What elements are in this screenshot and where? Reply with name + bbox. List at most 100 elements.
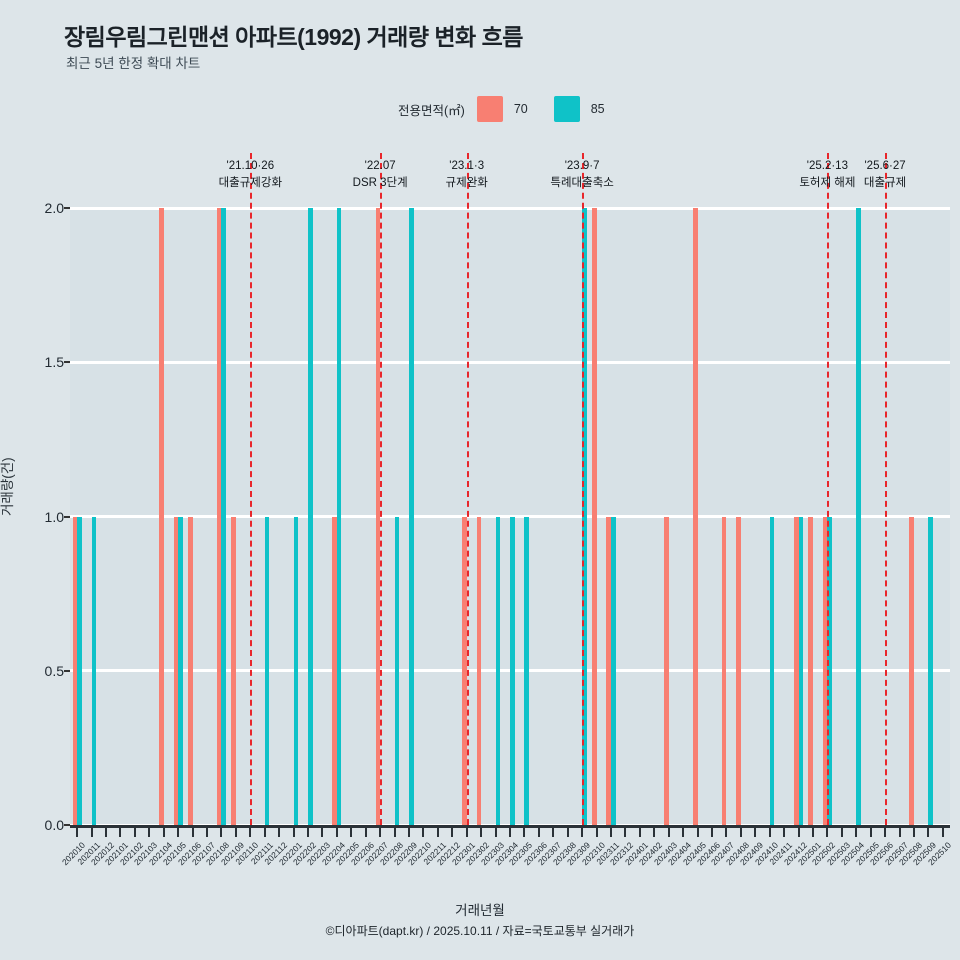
x-axis-tick-mark — [509, 828, 511, 837]
credit-footer: ©디아파트(dapt.kr) / 2025.10.11 / 자료=국토교통부 실… — [325, 924, 635, 938]
x-axis-tick-mark — [465, 828, 468, 837]
page-title: 장림우림그린맨션 아파트(1992) 거래량 변화 흐름 — [64, 24, 523, 50]
bar[interactable] — [928, 516, 933, 825]
y-axis-tick-mark — [64, 824, 70, 826]
bar[interactable] — [721, 516, 727, 825]
x-axis-tick-mark — [898, 828, 901, 837]
x-axis-tick-mark — [797, 828, 800, 837]
bar[interactable] — [582, 208, 587, 825]
bar[interactable] — [909, 516, 914, 825]
page-subtitle: 최근 5년 한정 확대 차트 — [66, 56, 201, 71]
gridline — [70, 206, 950, 210]
x-axis-tick-mark — [840, 828, 843, 837]
bar[interactable] — [822, 516, 828, 825]
bar[interactable] — [495, 516, 501, 825]
x-axis-tick-mark — [76, 828, 79, 837]
legend-swatch-70 — [476, 96, 503, 122]
x-axis-tick-mark — [278, 828, 281, 837]
bar[interactable] — [591, 208, 597, 825]
bar[interactable] — [91, 516, 97, 825]
bar[interactable] — [293, 516, 299, 825]
gridline — [70, 360, 950, 364]
x-axis-tick-mark — [552, 828, 555, 837]
y-axis-tick-label: 0.5 — [44, 662, 64, 679]
y-axis-tick-mark — [64, 515, 70, 518]
bar[interactable] — [736, 516, 741, 825]
bar[interactable] — [308, 208, 313, 825]
bar[interactable] — [221, 208, 227, 825]
y-axis-tick-mark — [64, 207, 70, 209]
bar[interactable] — [409, 208, 414, 825]
bar[interactable] — [178, 516, 183, 825]
legend-item-70[interactable]: 70 — [476, 96, 554, 122]
x-axis-tick-mark — [162, 828, 165, 837]
x-axis-tick-mark — [364, 828, 367, 837]
event-annotation: '25.6·27 대출규제 — [864, 158, 906, 191]
legend-item-85[interactable]: 85 — [553, 96, 631, 122]
event-date: '25.2·13 — [806, 160, 848, 172]
bar[interactable] — [610, 516, 616, 825]
x-axis-tick-mark — [638, 828, 641, 837]
bar[interactable] — [375, 208, 381, 825]
bar[interactable] — [231, 516, 236, 825]
bar[interactable] — [827, 516, 832, 825]
event-date: '25.6·27 — [864, 160, 906, 172]
event-marker-line — [466, 153, 469, 825]
bar[interactable] — [77, 516, 82, 825]
x-axis-tick-mark — [234, 828, 237, 837]
event-date: '22.07 — [364, 160, 396, 172]
bar[interactable] — [394, 516, 400, 825]
bar[interactable] — [188, 516, 193, 825]
x-axis-tick-mark — [436, 828, 439, 837]
bar[interactable] — [606, 516, 611, 825]
y-axis: 0.0 0.5 1.0 1.5 2.0 — [8, 200, 70, 833]
event-date: '23.1·3 — [449, 160, 485, 172]
bar[interactable] — [336, 208, 342, 825]
bar[interactable] — [462, 516, 467, 825]
bar[interactable] — [510, 516, 515, 825]
event-annotation: '22.07 DSR 3단계 — [353, 158, 408, 191]
x-axis-tick-mark — [523, 828, 526, 837]
bar[interactable] — [216, 208, 222, 825]
bar[interactable] — [332, 516, 337, 825]
bar[interactable] — [856, 208, 861, 825]
x-axis-tick-mark — [119, 828, 122, 837]
x-axis-tick-mark — [206, 828, 209, 837]
x-axis-tick-mark — [624, 828, 627, 837]
event-marker-line — [380, 153, 383, 825]
bar[interactable] — [72, 516, 78, 825]
x-axis-line — [70, 825, 950, 828]
y-axis-tick-mark — [64, 669, 70, 672]
x-axis-tick-mark — [869, 828, 872, 837]
legend: 전용면적(㎡) 70 85 — [398, 96, 631, 122]
legend-label-70: 70 — [513, 102, 528, 116]
event-text: 토허제 해제 — [799, 176, 856, 189]
bar[interactable] — [476, 516, 482, 825]
bar[interactable] — [798, 516, 804, 825]
x-axis-tick-mark — [177, 828, 180, 837]
x-axis-tick-mark — [884, 828, 887, 837]
y-axis-tick-label: 2.0 — [44, 200, 64, 216]
x-axis-tick-mark — [379, 828, 382, 837]
bar[interactable] — [159, 208, 164, 825]
event-text: 특례대출축소 — [550, 176, 614, 189]
x-axis-tick-mark — [855, 828, 858, 837]
event-text: DSR 3단계 — [352, 176, 408, 189]
y-axis-tick-mark — [64, 361, 70, 364]
bar[interactable] — [524, 516, 530, 825]
x-axis-tick-mark — [191, 828, 194, 837]
x-axis-tick-mark — [609, 828, 612, 837]
bar[interactable] — [769, 516, 775, 825]
bar[interactable] — [808, 516, 813, 825]
x-axis-tick-mark — [321, 828, 324, 837]
bar[interactable] — [173, 516, 179, 825]
y-axis-title: 거래량(건) — [0, 457, 15, 516]
bar[interactable] — [793, 516, 799, 825]
x-axis-tick-mark — [696, 828, 699, 837]
x-axis-tick-mark — [754, 828, 757, 837]
legend-label-85: 85 — [590, 102, 605, 116]
bar[interactable] — [692, 208, 698, 825]
bar[interactable] — [664, 516, 669, 825]
event-date: '23.9·7 — [564, 160, 600, 172]
bar[interactable] — [264, 516, 270, 825]
